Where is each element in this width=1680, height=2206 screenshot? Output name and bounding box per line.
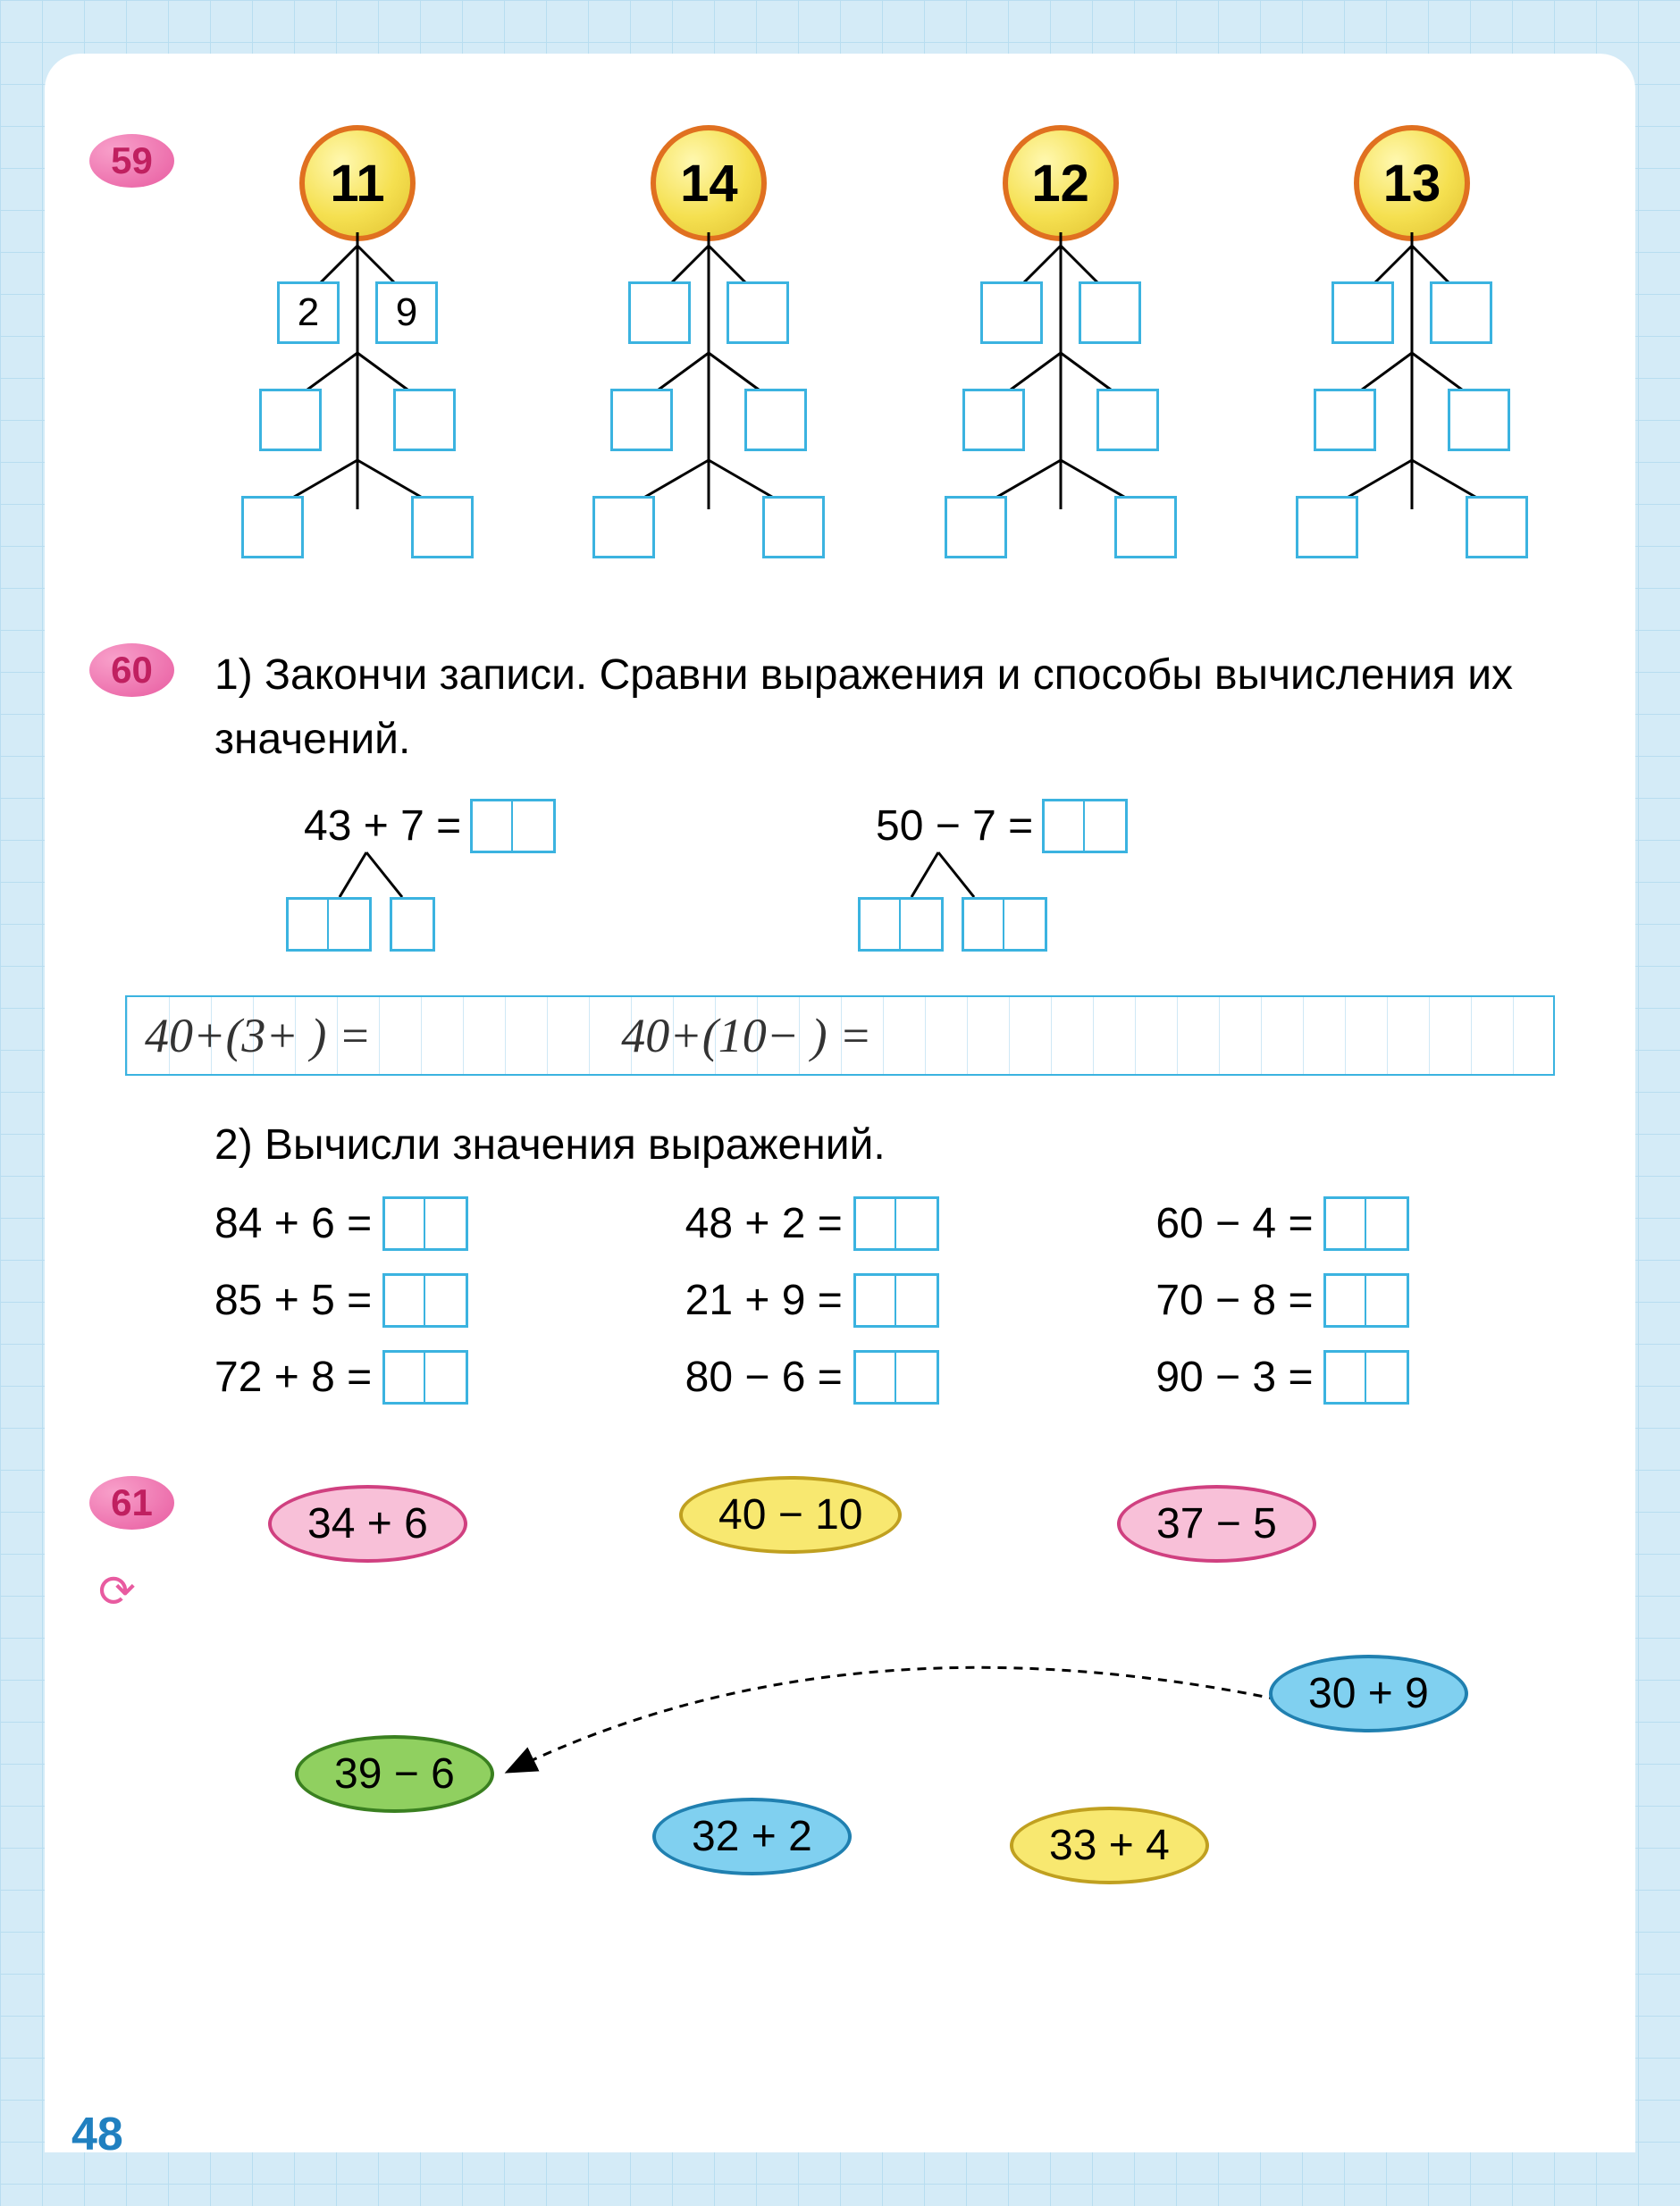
answer-box[interactable] bbox=[382, 1196, 468, 1251]
tree-circle: 11 bbox=[299, 125, 416, 241]
page-number: 48 bbox=[71, 2108, 123, 2161]
answer-box[interactable] bbox=[1323, 1196, 1409, 1251]
decomp-1: 43 + 7 = bbox=[304, 799, 697, 960]
exercise-60: 60 1) Закончи записи. Сравни выражения и… bbox=[125, 643, 1555, 1405]
tree-circle: 14 bbox=[651, 125, 767, 241]
tree-answer-box[interactable] bbox=[393, 389, 456, 451]
tree-answer-box[interactable] bbox=[1430, 281, 1492, 344]
tree-answer-box[interactable] bbox=[1114, 496, 1177, 558]
decomp-lines-icon bbox=[903, 848, 1010, 902]
tree-answer-box[interactable] bbox=[592, 496, 655, 558]
calc-expression: 85 + 5 = bbox=[214, 1276, 372, 1325]
answer-box[interactable] bbox=[390, 897, 435, 952]
tree-1: 14 bbox=[566, 125, 852, 590]
tree-answer-box[interactable] bbox=[980, 281, 1043, 344]
tree-answer-box[interactable] bbox=[628, 281, 691, 344]
tree-answer-box[interactable] bbox=[241, 496, 304, 558]
calc-expression: 70 − 8 = bbox=[1155, 1276, 1313, 1325]
calc-item: 90 − 3 = bbox=[1155, 1350, 1555, 1405]
tree-answer-box[interactable] bbox=[411, 496, 474, 558]
answer-box[interactable] bbox=[382, 1350, 468, 1405]
calc-item: 84 + 6 = bbox=[214, 1196, 614, 1251]
tree-2: 12 bbox=[918, 125, 1204, 590]
tree-3: 13 bbox=[1269, 125, 1555, 590]
ex60-decomposition-row: 43 + 7 = 50 − 7 = bbox=[125, 799, 1555, 960]
exercise-badge-59: 59 bbox=[89, 134, 174, 188]
tree-answer-box[interactable] bbox=[1448, 389, 1510, 451]
handwritten-expr-2: 40+(10− ) = bbox=[621, 1008, 871, 1063]
expression-bubble[interactable]: 34 + 6 bbox=[268, 1485, 467, 1563]
calc-expression: 60 − 4 = bbox=[1155, 1199, 1313, 1248]
tree-answer-box[interactable]: 2 bbox=[277, 281, 340, 344]
calc-expression: 90 − 3 = bbox=[1155, 1353, 1313, 1402]
tree-answer-box[interactable] bbox=[1296, 496, 1358, 558]
answer-box[interactable] bbox=[853, 1273, 939, 1328]
calc-expression: 84 + 6 = bbox=[214, 1199, 372, 1248]
answer-box[interactable] bbox=[382, 1273, 468, 1328]
expression-bubble[interactable]: 40 − 10 bbox=[679, 1476, 902, 1554]
tree-answer-box[interactable] bbox=[962, 389, 1025, 451]
answer-box[interactable] bbox=[470, 799, 556, 853]
tree-0: 11 29 bbox=[214, 125, 500, 590]
expression-bubble[interactable]: 37 − 5 bbox=[1117, 1485, 1316, 1563]
ex60-part1-prompt: 1) Закончи записи. Сравни выражения и сп… bbox=[125, 643, 1555, 772]
calc-item: 85 + 5 = bbox=[214, 1273, 614, 1328]
tree-answer-box[interactable] bbox=[727, 281, 789, 344]
calc-expression: 72 + 8 = bbox=[214, 1353, 372, 1402]
tree-answer-box[interactable] bbox=[744, 389, 807, 451]
tree-answer-box[interactable] bbox=[259, 389, 322, 451]
expression-bubble[interactable]: 39 − 6 bbox=[295, 1735, 494, 1813]
decomp-lines-icon bbox=[331, 848, 438, 902]
tree-answer-box[interactable]: 9 bbox=[375, 281, 438, 344]
tree-answer-box[interactable] bbox=[945, 496, 1007, 558]
calc-expression: 48 + 2 = bbox=[685, 1199, 843, 1248]
tree-answer-box[interactable] bbox=[1331, 281, 1394, 344]
tree-answer-box[interactable] bbox=[1314, 389, 1376, 451]
calc-item: 70 − 8 = bbox=[1155, 1273, 1555, 1328]
content-area: 59 11 29 14 12 13 60 1) Закончи записи. Срав… bbox=[45, 54, 1635, 2152]
tree-circle: 12 bbox=[1003, 125, 1119, 241]
answer-box[interactable] bbox=[1323, 1273, 1409, 1328]
exercise-badge-61: 61 bbox=[89, 1476, 174, 1530]
calc-item: 48 + 2 = bbox=[685, 1196, 1085, 1251]
decomp-2-expr: 50 − 7 = bbox=[876, 801, 1033, 851]
calc-expression: 80 − 6 = bbox=[685, 1353, 843, 1402]
exercise-59: 59 1129141213 bbox=[125, 125, 1555, 590]
answer-box[interactable] bbox=[853, 1196, 939, 1251]
decomp-2: 50 − 7 = bbox=[876, 799, 1269, 960]
calculation-grid: 84 + 6 = 48 + 2 = 60 − 4 = 85 + 5 = 21 + 9 =… bbox=[125, 1196, 1555, 1405]
calc-item: 60 − 4 = bbox=[1155, 1196, 1555, 1251]
calc-item: 21 + 9 = bbox=[685, 1273, 1085, 1328]
answer-box[interactable] bbox=[853, 1350, 939, 1405]
decomp-1-expr: 43 + 7 = bbox=[304, 801, 461, 851]
answer-box[interactable] bbox=[286, 897, 372, 952]
recycle-icon: ⟳ bbox=[98, 1565, 136, 1617]
handwritten-equation-row: 40+(3+ ) = 40+(10− ) = bbox=[125, 995, 1555, 1076]
calc-item: 80 − 6 = bbox=[685, 1350, 1085, 1405]
textbook-page: 59 11 29 14 12 13 60 1) Закончи записи. Срав… bbox=[0, 0, 1680, 2206]
tree-answer-box[interactable] bbox=[762, 496, 825, 558]
ex60-part2-prompt: 2) Вычисли значения выражений. bbox=[125, 1120, 1555, 1170]
calc-expression: 21 + 9 = bbox=[685, 1276, 843, 1325]
decomposition-trees-row: 11 29 14 12 13 bbox=[125, 125, 1555, 590]
tree-answer-box[interactable] bbox=[1079, 281, 1141, 344]
tree-answer-box[interactable] bbox=[1096, 389, 1159, 451]
tree-answer-box[interactable] bbox=[610, 389, 673, 451]
handwritten-expr-1: 40+(3+ ) = bbox=[145, 1008, 371, 1063]
exercise-61: 61 ⟳ 34 + 640 − 1037 − 530 + 939 − 632 +… bbox=[125, 1476, 1555, 1923]
exercise-badge-60: 60 bbox=[89, 643, 174, 697]
answer-box[interactable] bbox=[962, 897, 1047, 952]
calc-item: 72 + 8 = bbox=[214, 1350, 614, 1405]
expression-bubble[interactable]: 33 + 4 bbox=[1010, 1807, 1209, 1884]
answer-box[interactable] bbox=[1042, 799, 1128, 853]
tree-circle: 13 bbox=[1354, 125, 1470, 241]
answer-box[interactable] bbox=[858, 897, 944, 952]
tree-answer-box[interactable] bbox=[1466, 496, 1528, 558]
expression-bubble[interactable]: 32 + 2 bbox=[652, 1798, 852, 1875]
expression-bubble[interactable]: 30 + 9 bbox=[1269, 1655, 1468, 1732]
answer-box[interactable] bbox=[1323, 1350, 1409, 1405]
